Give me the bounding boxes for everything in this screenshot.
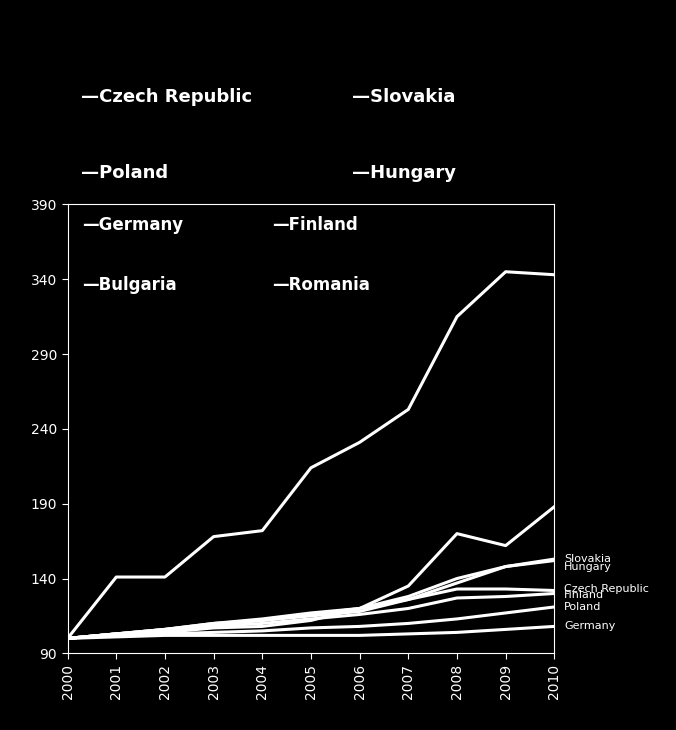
Text: Slovakia: Slovakia xyxy=(564,554,611,564)
Text: Hungary: Hungary xyxy=(564,561,612,572)
Text: Finland: Finland xyxy=(564,590,604,600)
Text: —Czech Republic: —Czech Republic xyxy=(81,88,252,106)
Text: —Slovakia: —Slovakia xyxy=(352,88,455,106)
Text: Poland: Poland xyxy=(564,602,602,612)
Text: —Romania: —Romania xyxy=(272,276,370,294)
Text: —Poland: —Poland xyxy=(81,164,168,182)
Text: —Germany: —Germany xyxy=(82,215,183,234)
Text: —Hungary: —Hungary xyxy=(352,164,456,182)
Text: —Bulgaria: —Bulgaria xyxy=(82,276,177,294)
Text: Germany: Germany xyxy=(564,621,615,631)
Text: Czech Republic: Czech Republic xyxy=(564,584,649,594)
Text: —Finland: —Finland xyxy=(272,215,358,234)
